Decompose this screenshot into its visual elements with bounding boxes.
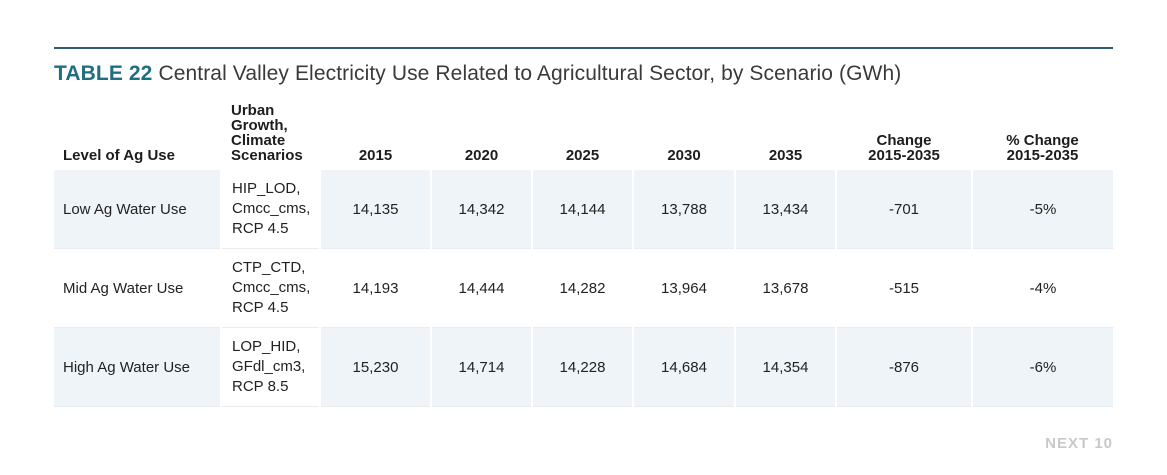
cell-2015: 15,230 <box>319 327 431 407</box>
header-scenarios-line: Urban <box>231 102 275 119</box>
header-change-line: 2015-2035 <box>868 147 940 164</box>
cell-2025: 14,144 <box>531 170 633 249</box>
cell-change: -515 <box>835 248 972 328</box>
header-change: Change 2015-2035 <box>836 103 972 170</box>
cell-2030: 14,684 <box>632 327 735 407</box>
cell-2025: 14,228 <box>531 327 633 407</box>
cell-2035: 13,678 <box>734 248 836 328</box>
cell-level: High Ag Water Use <box>54 327 221 407</box>
header-scenarios-line: Scenarios <box>231 147 303 164</box>
cell-2020: 14,444 <box>430 248 532 328</box>
top-rule <box>54 47 1113 49</box>
header-2020: 2020 <box>464 147 499 164</box>
cell-2020: 14,342 <box>430 170 532 249</box>
header-2035: 2035 <box>768 147 803 164</box>
scenario-line: RCP 4.5 <box>232 299 289 316</box>
table-row: Low Ag Water Use HIP_LOD, Cmcc_cms, RCP … <box>54 170 1113 249</box>
cell-scenario: CTP_CTD, Cmcc_cms, RCP 4.5 <box>220 248 320 328</box>
scenario-line: HIP_LOD, <box>232 180 301 197</box>
cell-2015: 14,193 <box>319 248 431 328</box>
table-title-text: Central Valley Electricity Use Related t… <box>158 62 902 85</box>
cell-change: -701 <box>835 170 972 249</box>
scenario-line: CTP_CTD, <box>232 259 306 276</box>
cell-pct-change: -5% <box>971 170 1113 249</box>
header-2015: 2015 <box>358 147 393 164</box>
cell-scenario: HIP_LOD, Cmcc_cms, RCP 4.5 <box>220 170 320 249</box>
data-table: Level of Ag Use Urban Growth, Climate Sc… <box>54 103 1113 407</box>
cell-2020: 14,714 <box>430 327 532 407</box>
header-scenarios-line: Climate <box>231 132 286 149</box>
header-pct-change-line: % Change <box>1006 132 1079 149</box>
cell-change: -876 <box>835 327 972 407</box>
scenario-line: Cmcc_cms, <box>232 279 311 296</box>
cell-2035: 14,354 <box>734 327 836 407</box>
table-number: TABLE 22 <box>54 62 153 85</box>
header-row: Level of Ag Use Urban Growth, Climate Sc… <box>54 103 1113 170</box>
header-pct-change: % Change 2015-2035 <box>972 103 1113 170</box>
table-row: Mid Ag Water Use CTP_CTD, Cmcc_cms, RCP … <box>54 248 1113 328</box>
cell-2030: 13,788 <box>632 170 735 249</box>
header-2030: 2030 <box>667 147 701 164</box>
header-change-line: Change <box>876 132 932 149</box>
cell-2030: 13,964 <box>632 248 735 328</box>
scenario-line: Cmcc_cms, <box>232 200 311 217</box>
scenario-line: RCP 8.5 <box>232 378 289 395</box>
header-pct-change-line: 2015-2035 <box>1006 147 1079 164</box>
scenario-line: LOP_HID, <box>232 338 301 355</box>
cell-pct-change: -4% <box>971 248 1113 328</box>
scenario-line: RCP 4.5 <box>232 220 289 237</box>
cell-scenario: LOP_HID, GFdl_cm3, RCP 8.5 <box>220 327 320 407</box>
header-scenarios: Urban Growth, Climate Scenarios <box>221 103 320 170</box>
cell-level: Low Ag Water Use <box>54 170 221 249</box>
cell-2025: 14,282 <box>531 248 633 328</box>
cell-level: Mid Ag Water Use <box>54 248 221 328</box>
header-scenarios-line: Growth, <box>231 117 288 134</box>
footer-brand: NEXT 10 <box>1045 435 1113 452</box>
header-2025: 2025 <box>565 147 600 164</box>
scenario-line: GFdl_cm3, <box>232 358 306 375</box>
cell-2015: 14,135 <box>319 170 431 249</box>
header-level: Level of Ag Use <box>63 147 175 164</box>
table-row: High Ag Water Use LOP_HID, GFdl_cm3, RCP… <box>54 327 1113 407</box>
cell-2035: 13,434 <box>734 170 836 249</box>
table-title: TABLE 22 Central Valley Electricity Use R… <box>54 62 901 86</box>
cell-pct-change: -6% <box>971 327 1113 407</box>
